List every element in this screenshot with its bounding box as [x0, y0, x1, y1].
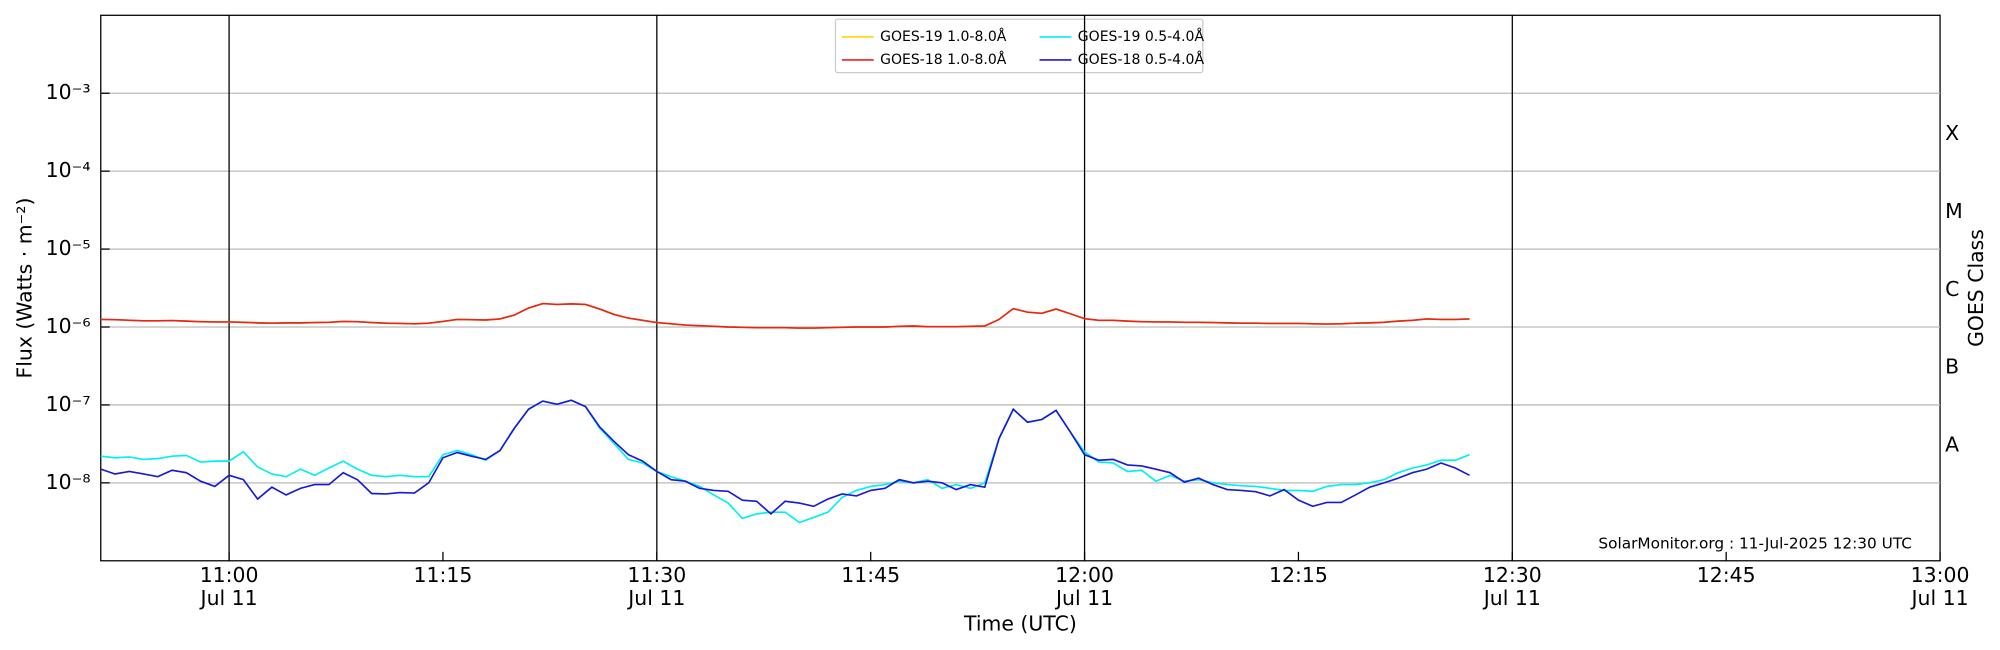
series-line	[100, 302, 1470, 329]
plot-frame	[100, 14, 1941, 562]
y2-tick-label: X	[1945, 121, 1959, 145]
y2-tick-label: M	[1945, 199, 1963, 223]
x-tick-label: 12:15	[1269, 563, 1328, 587]
series-line	[100, 399, 1470, 515]
x-tick-label: 11:00	[200, 563, 259, 587]
annotation: SolarMonitor.org : 11-Jul-2025 12:30 UTC	[1598, 535, 1912, 553]
y2-tick-label: C	[1945, 277, 1959, 301]
legend-label: GOES-18 0.5-4.0Å	[1078, 51, 1205, 68]
x-tick-label: 11:45	[841, 563, 900, 587]
y-axis-label: Flux (Watts · m⁻²)	[13, 198, 37, 379]
x-axis-label: Time (UTC)	[963, 612, 1077, 636]
y-tick-label: 10⁻⁶	[46, 314, 91, 338]
y-tick-label: 10⁻³	[46, 80, 91, 104]
legend-label: GOES-19 0.5-4.0Å	[1078, 28, 1205, 45]
legend-label: GOES-19 1.0-8.0Å	[880, 28, 1007, 45]
x-tick-date: Jul 11	[1054, 586, 1113, 610]
y-tick-label: 10⁻⁸	[46, 470, 91, 494]
y2-tick-label: B	[1945, 355, 1959, 379]
x-tick-label: 12:30	[1483, 563, 1542, 587]
x-tick-label: 12:45	[1697, 563, 1756, 587]
legend-label: GOES-18 1.0-8.0Å	[880, 51, 1007, 68]
y2-tick-label: A	[1945, 433, 1959, 457]
x-tick-label: 11:30	[627, 563, 686, 587]
x-tick-label: 13:00	[1911, 563, 1970, 587]
series-line	[100, 399, 1470, 524]
x-tick-label: 12:00	[1055, 563, 1114, 587]
y-tick-label: 10⁻⁵	[46, 236, 91, 260]
x-tick-date: Jul 11	[1910, 586, 1969, 610]
y-tick-label: 10⁻⁴	[46, 158, 91, 182]
y-tick-label: 10⁻⁷	[46, 392, 91, 416]
x-tick-date: Jul 11	[199, 586, 258, 610]
x-tick-date: Jul 11	[626, 586, 685, 610]
x-tick-date: Jul 11	[1482, 586, 1541, 610]
legend-box	[834, 18, 1204, 74]
series-line	[100, 302, 1470, 329]
y2-axis-label: GOES Class	[1964, 229, 1988, 347]
x-tick-label: 11:15	[414, 563, 473, 587]
